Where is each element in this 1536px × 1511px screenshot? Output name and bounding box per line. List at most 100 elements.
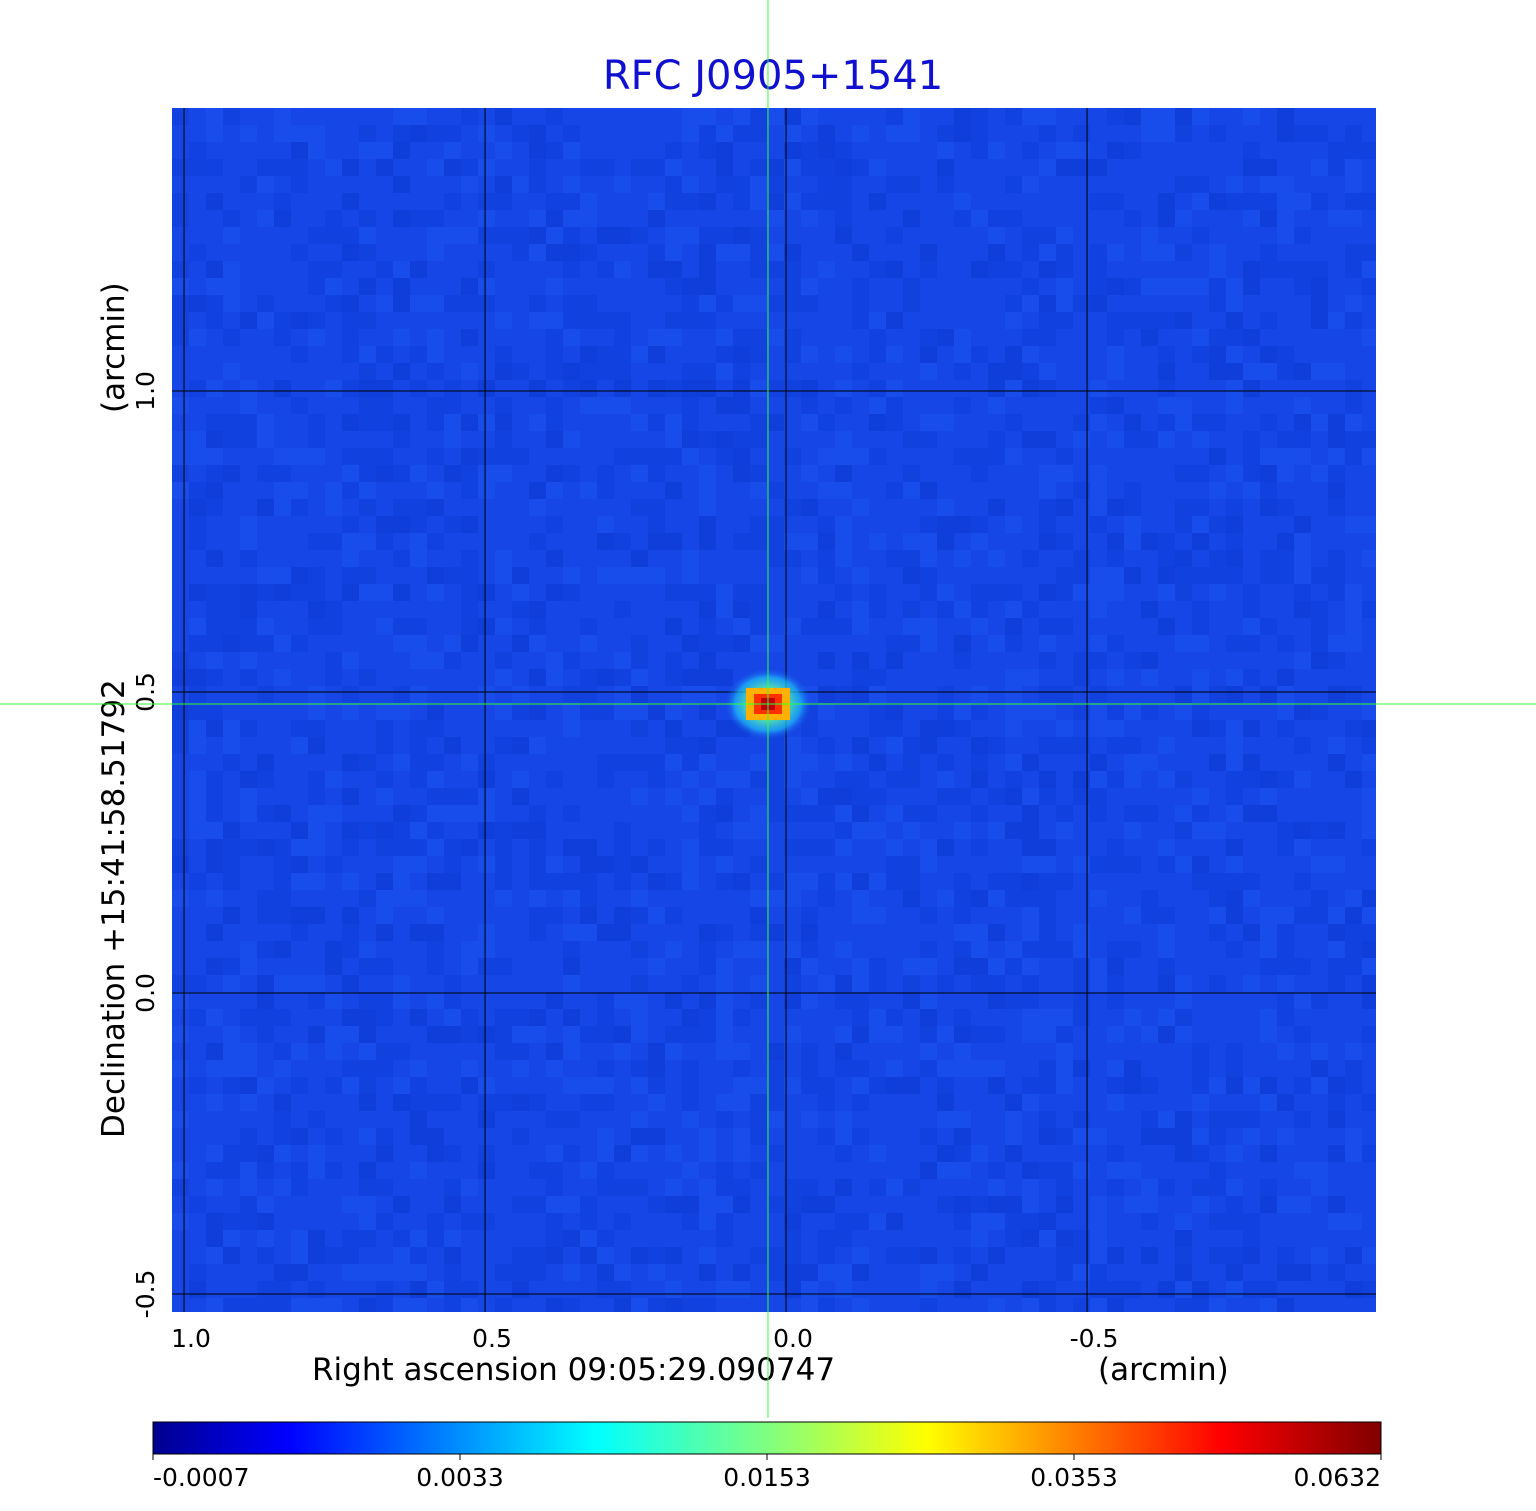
noise-cell [1209,363,1226,380]
noise-cell [172,159,189,176]
noise-cell [1294,1162,1311,1179]
noise-cell [869,873,886,890]
noise-cell [1107,703,1124,720]
colorbar-tick-label: 0.0153 [723,1463,810,1492]
noise-cell [1175,1213,1192,1230]
noise-cell [614,312,631,329]
noise-cell [1090,516,1107,533]
noise-cell [529,414,546,431]
noise-cell [172,448,189,465]
noise-cell [495,1298,512,1312]
noise-cell [240,125,257,142]
noise-cell [223,720,240,737]
noise-cell [1294,516,1311,533]
noise-cell [903,278,920,295]
noise-cell [937,1162,954,1179]
noise-cell [1039,652,1056,669]
noise-cell [971,142,988,159]
noise-cell [614,261,631,278]
noise-cell [784,1264,801,1281]
noise-cell [971,1196,988,1213]
noise-cell [189,1281,206,1298]
noise-cell [1022,1162,1039,1179]
noise-cell [274,125,291,142]
noise-cell [1175,1230,1192,1247]
noise-cell [699,754,716,771]
noise-cell [886,482,903,499]
noise-cell [1277,669,1294,686]
noise-cell [206,125,223,142]
noise-cell [1056,618,1073,635]
noise-cell [937,516,954,533]
noise-cell [869,788,886,805]
noise-cell [1107,278,1124,295]
noise-cell [410,856,427,873]
noise-cell [223,1298,240,1312]
noise-cell [546,771,563,788]
noise-cell [716,1111,733,1128]
noise-cell [1345,431,1362,448]
noise-cell [206,822,223,839]
noise-cell [716,873,733,890]
noise-cell [495,431,512,448]
noise-cell [1277,176,1294,193]
noise-cell [1056,465,1073,482]
noise-cell [835,1281,852,1298]
noise-cell [614,873,631,890]
noise-cell [189,771,206,788]
noise-cell [818,601,835,618]
noise-cell [223,601,240,618]
noise-cell [257,941,274,958]
noise-cell [1090,652,1107,669]
noise-cell [767,329,784,346]
noise-cell [1345,261,1362,278]
noise-cell [1022,1298,1039,1312]
noise-cell [274,941,291,958]
noise-cell [359,1026,376,1043]
noise-cell [937,125,954,142]
noise-cell [393,1077,410,1094]
noise-cell [767,737,784,754]
noise-cell [784,261,801,278]
noise-cell [1039,618,1056,635]
noise-cell [1056,533,1073,550]
noise-cell [750,1162,767,1179]
noise-cell [1362,1247,1376,1264]
noise-cell [189,788,206,805]
noise-cell [614,1179,631,1196]
noise-cell [665,992,682,1009]
noise-cell [444,397,461,414]
noise-cell [1090,1281,1107,1298]
noise-cell [427,941,444,958]
noise-cell [954,1213,971,1230]
noise-cell [1124,108,1141,125]
noise-cell [495,397,512,414]
noise-cell [512,771,529,788]
noise-cell [206,618,223,635]
noise-cell [478,193,495,210]
noise-cell [1328,754,1345,771]
noise-cell [988,584,1005,601]
noise-cell [206,1247,223,1264]
noise-cell [1107,329,1124,346]
noise-cell [410,1009,427,1026]
noise-cell [1056,1264,1073,1281]
noise-cell [1311,703,1328,720]
noise-cell [529,1247,546,1264]
noise-cell [886,346,903,363]
noise-cell [954,890,971,907]
noise-cell [1226,635,1243,652]
noise-cell [240,652,257,669]
noise-cell [597,1264,614,1281]
noise-cell [512,363,529,380]
noise-cell [1243,720,1260,737]
noise-cell [682,1077,699,1094]
noise-cell [699,1213,716,1230]
noise-cell [716,1009,733,1026]
noise-cell [1260,771,1277,788]
noise-cell [1090,159,1107,176]
noise-cell [1107,1060,1124,1077]
noise-cell [563,244,580,261]
noise-cell [274,380,291,397]
noise-cell [376,1179,393,1196]
